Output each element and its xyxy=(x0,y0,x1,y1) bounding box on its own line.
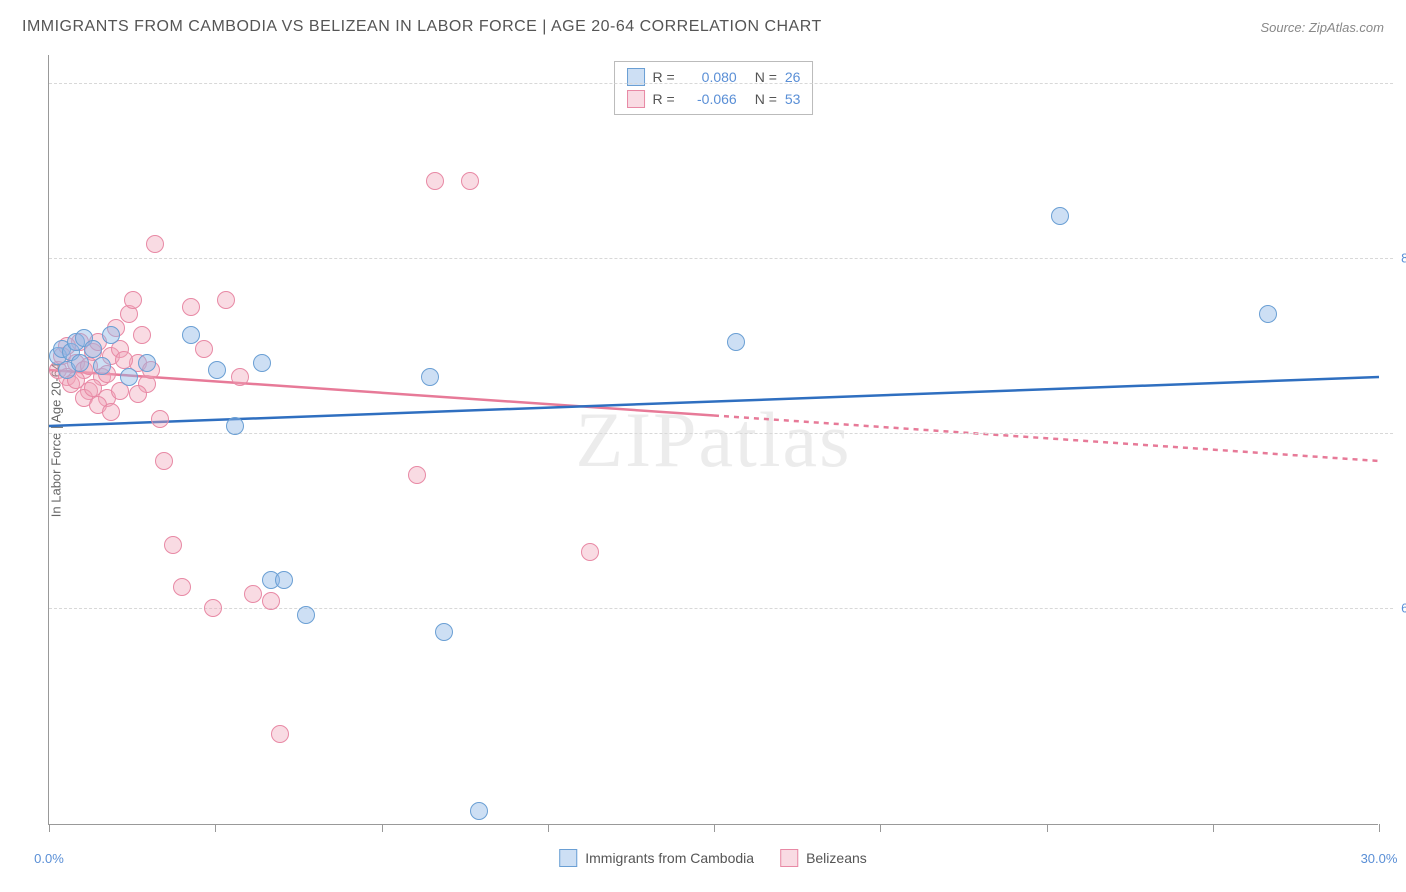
scatter-point-a xyxy=(71,354,89,372)
scatter-point-b xyxy=(124,291,142,309)
scatter-point-a xyxy=(727,333,745,351)
x-tick xyxy=(1047,824,1048,832)
scatter-point-a xyxy=(297,606,315,624)
scatter-point-b xyxy=(151,410,169,428)
scatter-point-b xyxy=(133,326,151,344)
y-tick-label: 87.5% xyxy=(1401,251,1406,266)
x-tick xyxy=(382,824,383,832)
x-tick xyxy=(714,824,715,832)
grid-line xyxy=(49,258,1393,259)
scatter-point-b xyxy=(426,172,444,190)
x-tick xyxy=(1379,824,1380,832)
scatter-point-b xyxy=(244,585,262,603)
x-tick xyxy=(1213,824,1214,832)
source-attribution: Source: ZipAtlas.com xyxy=(1260,20,1384,35)
scatter-point-a xyxy=(1259,305,1277,323)
scatter-point-b xyxy=(173,578,191,596)
x-tick xyxy=(215,824,216,832)
scatter-point-a xyxy=(84,340,102,358)
x-tick-label: 30.0% xyxy=(1361,851,1398,866)
scatter-point-b xyxy=(271,725,289,743)
x-tick-label: 0.0% xyxy=(34,851,64,866)
scatter-point-b xyxy=(146,235,164,253)
scatter-point-a xyxy=(421,368,439,386)
scatter-point-a xyxy=(208,361,226,379)
scatter-point-b xyxy=(129,385,147,403)
legend-swatch-b-icon xyxy=(780,849,798,867)
legend-swatch-a-icon xyxy=(559,849,577,867)
chart-container: In Labor Force | Age 20-64 ZIPatlas R = … xyxy=(48,55,1378,825)
series-legend: Immigrants from Cambodia Belizeans xyxy=(559,849,867,867)
scatter-point-a xyxy=(102,326,120,344)
scatter-point-b xyxy=(182,298,200,316)
series-legend-item-b: Belizeans xyxy=(780,849,867,867)
scatter-point-b xyxy=(217,291,235,309)
x-tick xyxy=(548,824,549,832)
plot-area: ZIPatlas R = 0.080 N = 26 R = -0.066 N =… xyxy=(48,55,1378,825)
chart-title: IMMIGRANTS FROM CAMBODIA VS BELIZEAN IN … xyxy=(22,18,822,36)
grid-line xyxy=(49,83,1393,84)
scatter-point-a xyxy=(275,571,293,589)
scatter-point-a xyxy=(470,802,488,820)
scatter-point-a xyxy=(226,417,244,435)
y-tick-label: 62.5% xyxy=(1401,601,1406,616)
scatter-point-b xyxy=(102,403,120,421)
scatter-point-b xyxy=(231,368,249,386)
scatter-point-b xyxy=(262,592,280,610)
scatter-point-b xyxy=(408,466,426,484)
header: IMMIGRANTS FROM CAMBODIA VS BELIZEAN IN … xyxy=(22,18,1384,36)
scatter-point-a xyxy=(120,368,138,386)
series-legend-item-a: Immigrants from Cambodia xyxy=(559,849,754,867)
scatter-point-b xyxy=(461,172,479,190)
scatter-point-b xyxy=(155,452,173,470)
scatter-point-a xyxy=(93,357,111,375)
grid-line xyxy=(49,433,1393,434)
scatter-point-b xyxy=(204,599,222,617)
scatter-point-a xyxy=(138,354,156,372)
trend-line xyxy=(714,416,1379,462)
scatter-point-b xyxy=(164,536,182,554)
x-tick xyxy=(49,824,50,832)
scatter-point-a xyxy=(1051,207,1069,225)
x-tick xyxy=(880,824,881,832)
scatter-point-b xyxy=(84,379,102,397)
scatter-point-a xyxy=(253,354,271,372)
scatter-point-a xyxy=(182,326,200,344)
scatter-point-b xyxy=(581,543,599,561)
scatter-point-a xyxy=(435,623,453,641)
grid-line xyxy=(49,608,1393,609)
scatter-point-b xyxy=(115,351,133,369)
trend-lines-svg xyxy=(49,55,1378,824)
scatter-point-b xyxy=(195,340,213,358)
